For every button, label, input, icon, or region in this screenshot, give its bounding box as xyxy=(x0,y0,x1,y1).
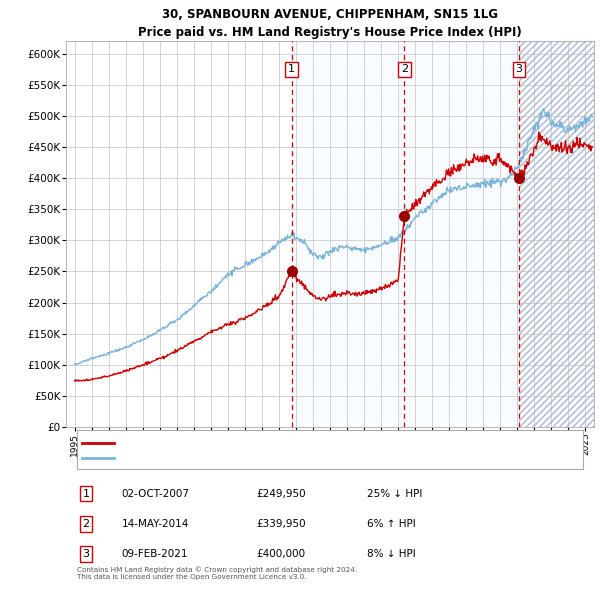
Text: Contains HM Land Registry data © Crown copyright and database right 2024.: Contains HM Land Registry data © Crown c… xyxy=(77,566,356,573)
Text: HPI: Average price, detached house, Wiltshire: HPI: Average price, detached house, Wilt… xyxy=(124,454,341,463)
Text: 25% ↓ HPI: 25% ↓ HPI xyxy=(367,489,422,499)
Text: 8% ↓ HPI: 8% ↓ HPI xyxy=(367,549,416,559)
Bar xyxy=(519,41,594,427)
Text: £249,950: £249,950 xyxy=(256,489,306,499)
Text: 6% ↑ HPI: 6% ↑ HPI xyxy=(367,519,416,529)
Text: 02-OCT-2007: 02-OCT-2007 xyxy=(121,489,190,499)
FancyBboxPatch shape xyxy=(77,430,583,469)
Text: 09-FEB-2021: 09-FEB-2021 xyxy=(121,549,188,559)
Text: 2: 2 xyxy=(401,64,408,74)
Text: 1: 1 xyxy=(83,489,89,499)
Bar xyxy=(292,41,594,427)
Text: 30, SPANBOURN AVENUE, CHIPPENHAM, SN15 1LG (detached house): 30, SPANBOURN AVENUE, CHIPPENHAM, SN15 1… xyxy=(124,438,450,447)
Text: 3: 3 xyxy=(83,549,89,559)
Text: 2: 2 xyxy=(83,519,89,529)
Title: 30, SPANBOURN AVENUE, CHIPPENHAM, SN15 1LG
Price paid vs. HM Land Registry's Hou: 30, SPANBOURN AVENUE, CHIPPENHAM, SN15 1… xyxy=(138,8,522,39)
Text: 14-MAY-2014: 14-MAY-2014 xyxy=(121,519,189,529)
Text: 3: 3 xyxy=(515,64,523,74)
Text: 1: 1 xyxy=(288,64,295,74)
Text: This data is licensed under the Open Government Licence v3.0.: This data is licensed under the Open Gov… xyxy=(77,574,306,580)
Text: £400,000: £400,000 xyxy=(256,549,305,559)
Text: £339,950: £339,950 xyxy=(256,519,306,529)
